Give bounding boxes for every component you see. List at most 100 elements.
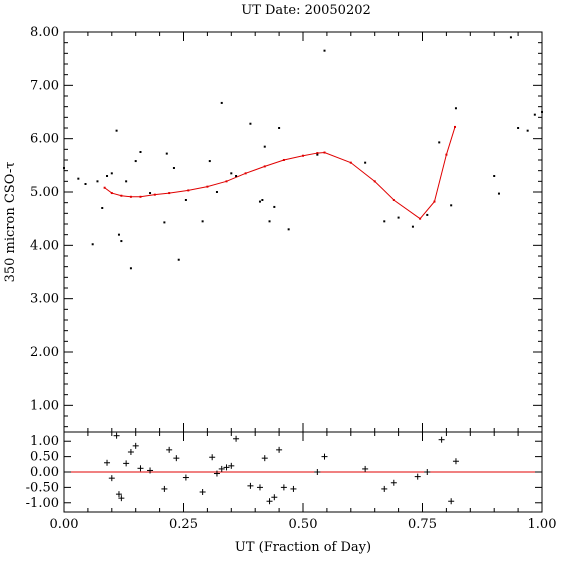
fit-point <box>110 192 113 195</box>
residual-point <box>452 458 459 465</box>
fit-point <box>153 193 156 196</box>
residual-point <box>213 470 220 477</box>
tau-panel: UT Date: 20050202 350 micron CSO-τ 1.00 2… <box>3 3 543 433</box>
tau-point <box>110 172 113 175</box>
residual-point <box>127 449 134 455</box>
y-tick-label: 5.00 <box>30 185 59 200</box>
tau-point <box>129 267 132 270</box>
y-tick-label: 7.00 <box>30 78 59 93</box>
tau-point <box>84 183 87 185</box>
tau-point <box>77 177 80 180</box>
fit-point <box>120 194 123 197</box>
residual-ticks: 1.000.500.00-0.50-1.000.00 0.25 0.50 0.75 1.… <box>26 432 557 532</box>
residual-point <box>233 435 240 442</box>
tau-point <box>533 113 536 116</box>
fit-point <box>282 159 285 161</box>
tau-point <box>450 204 453 207</box>
tau-point <box>411 225 414 228</box>
residual-point <box>173 455 180 462</box>
tau-point <box>230 172 233 175</box>
fit-point <box>206 185 209 188</box>
residual-point <box>223 464 230 471</box>
residual-y-tick-label: -1.00 <box>26 496 59 511</box>
tau-point <box>249 122 252 125</box>
residual-point <box>247 482 254 489</box>
residual-point <box>209 454 216 461</box>
tau-point <box>201 220 204 223</box>
fit-point <box>392 199 395 201</box>
tau-point <box>134 160 137 163</box>
residual-point <box>115 491 122 498</box>
y-tick-label: 6.00 <box>30 132 59 147</box>
x-tick-label: 0.25 <box>169 517 198 532</box>
tau-point <box>177 258 180 261</box>
residual-point <box>266 498 273 505</box>
tau-point <box>117 233 120 236</box>
residual-point <box>104 459 111 466</box>
tau-point <box>125 180 128 183</box>
fit-point <box>454 125 457 128</box>
tau-point <box>215 191 218 193</box>
residual-point <box>390 479 397 486</box>
fit-point <box>433 200 436 203</box>
tau-point <box>323 49 326 52</box>
top-plot-frame <box>63 31 543 433</box>
residual-point <box>199 489 206 495</box>
residual-point <box>166 446 173 453</box>
fit-point <box>129 195 132 198</box>
tau-point <box>364 161 367 164</box>
residual-point <box>118 495 125 502</box>
residual-point <box>321 453 328 460</box>
residual-panel: 1.000.500.00-0.50-1.000.00 0.25 0.50 0.75 1.… <box>26 431 557 555</box>
tau-point <box>438 141 441 144</box>
tau-point <box>139 151 142 153</box>
y-axis-label: 350 micron CSO-τ <box>3 162 18 283</box>
residual-point <box>448 498 455 505</box>
residual-point <box>424 469 431 475</box>
tau-point <box>96 180 99 183</box>
residual-point <box>256 484 263 491</box>
tau-point <box>517 127 520 129</box>
residual-point <box>276 446 283 453</box>
residual-point <box>132 442 139 449</box>
y-tick-label: 1.00 <box>30 398 59 413</box>
tau-point <box>220 101 223 104</box>
tau-point <box>149 192 152 195</box>
tau-point <box>101 207 104 209</box>
fit-point <box>419 217 422 220</box>
residual-point <box>414 473 421 480</box>
tau-point <box>287 228 290 231</box>
tau-point <box>493 175 496 177</box>
fit-point <box>323 151 326 154</box>
fit-point <box>316 152 319 155</box>
residual-y-tick-label: 1.00 <box>30 434 59 449</box>
residual-point <box>108 475 115 482</box>
fit-point <box>103 186 106 189</box>
fit-point <box>349 161 352 164</box>
tau-point <box>509 36 512 39</box>
x-tick-label: 1.00 <box>528 517 557 532</box>
top-ticks: 1.00 2.00 3.00 4.00 5.00 6.00 7.00 8.00 <box>30 25 543 432</box>
tau-point <box>278 127 281 129</box>
tau-point <box>316 153 319 156</box>
x-tick-label: 0.00 <box>50 517 79 532</box>
residual-point <box>147 467 154 474</box>
tau-point <box>454 107 457 110</box>
residual-point <box>182 474 189 481</box>
residual-point <box>218 465 225 472</box>
y-tick-label: 2.00 <box>30 345 59 360</box>
fit-line <box>104 126 456 220</box>
tau-point <box>115 129 118 132</box>
residual-point <box>137 465 144 472</box>
y-tick-label: 4.00 <box>30 238 59 253</box>
tau-point <box>163 221 166 224</box>
tau-point <box>541 111 543 113</box>
residual-point <box>261 455 268 462</box>
residual-point <box>438 436 445 443</box>
fit-point <box>244 172 247 175</box>
residual-point <box>362 465 369 472</box>
fit-point <box>263 165 266 168</box>
residual-point <box>228 462 235 469</box>
residual-point <box>314 469 321 475</box>
y-tick-label: 8.00 <box>30 25 59 40</box>
